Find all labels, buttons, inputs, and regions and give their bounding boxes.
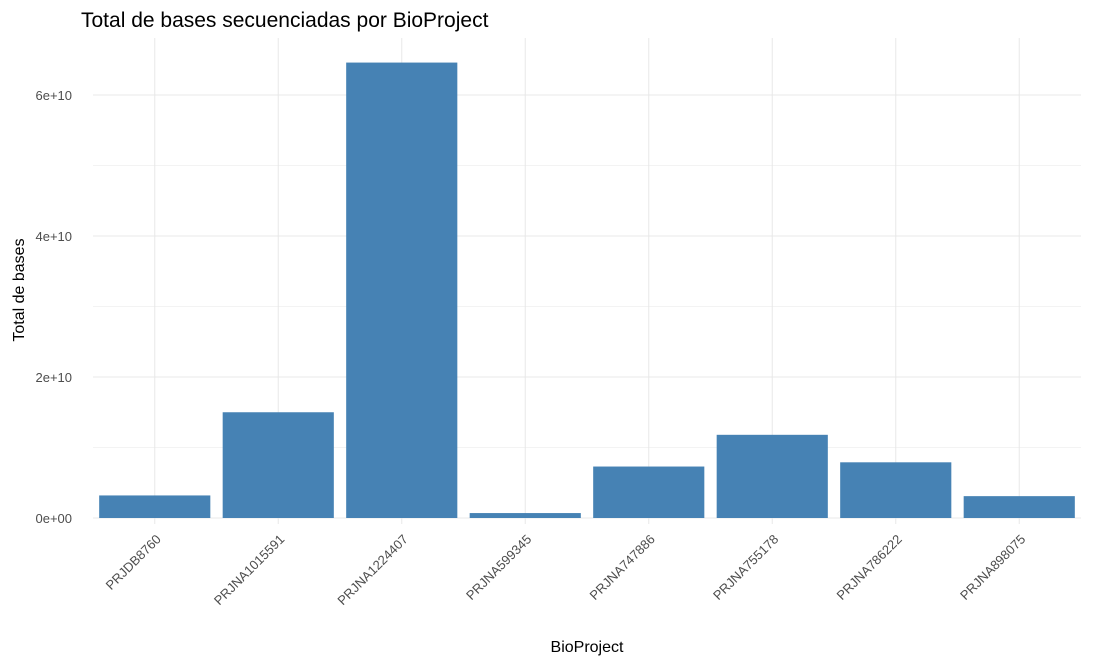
x-tick-label: PRJNA1015591	[211, 532, 288, 609]
x-tick-label: PRJNA1224407	[334, 532, 411, 609]
bar-PRJNA1015591	[222, 412, 334, 518]
bar-PRJNA599345	[469, 513, 581, 518]
x-tick-label: PRJNA898075	[957, 532, 1028, 603]
x-tick-label: PRJNA747886	[586, 532, 657, 603]
y-tick-label: 4e+10	[35, 229, 72, 244]
x-axis-title: BioProject	[551, 639, 624, 656]
y-tick-label: 2e+10	[35, 370, 72, 385]
bar-PRJNA1224407	[346, 62, 458, 518]
y-axis-ticks: 0e+00 2e+10 4e+10 6e+10	[35, 88, 72, 526]
x-axis-ticks: PRJDB8760 PRJNA1015591 PRJNA1224407 PRJNA59…	[103, 532, 1029, 609]
bar-PRJDB8760	[99, 495, 211, 518]
bar-PRJNA755178	[716, 434, 828, 518]
bars	[99, 62, 1075, 518]
x-tick-label: PRJDB8760	[103, 532, 164, 593]
x-tick-label: PRJNA786222	[833, 532, 904, 603]
bar-PRJNA786222	[840, 462, 952, 518]
grid	[93, 38, 1081, 524]
bar-PRJNA747886	[593, 466, 705, 518]
y-tick-label: 0e+00	[35, 511, 72, 526]
y-tick-label: 6e+10	[35, 88, 72, 103]
bar-PRJNA898075	[963, 496, 1075, 518]
y-axis-title: Total de bases	[11, 238, 28, 341]
x-tick-label: PRJNA755178	[710, 532, 781, 603]
chart-title: Total de bases secuenciadas por BioProje…	[81, 9, 489, 32]
x-tick-label: PRJNA599345	[463, 532, 534, 603]
